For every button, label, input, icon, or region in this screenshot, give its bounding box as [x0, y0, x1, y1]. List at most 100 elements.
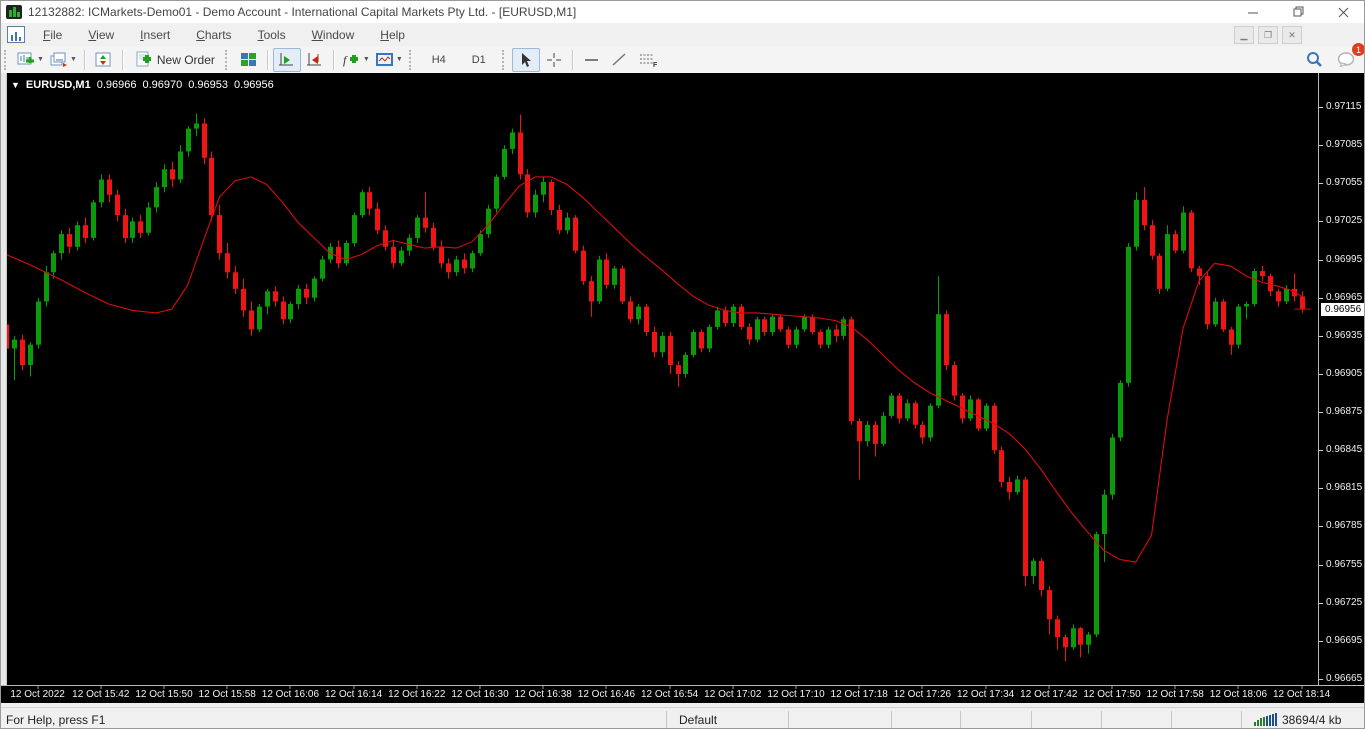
- toolbar-grip[interactable]: [501, 49, 508, 70]
- toolbar-grip[interactable]: [408, 49, 415, 70]
- svg-text:F: F: [653, 62, 658, 68]
- menu-item-tools[interactable]: Tools: [257, 27, 286, 42]
- ohlc-open: 0.96966: [96, 79, 137, 91]
- fibonacci-button[interactable]: F: [634, 48, 662, 72]
- candle-body: [1126, 246, 1131, 383]
- candle-body: [1292, 288, 1297, 297]
- candle-body: [510, 132, 515, 149]
- candle-body: [739, 306, 744, 327]
- time-axis-tick: [605, 686, 607, 689]
- indicators-button[interactable]: f ▼: [339, 48, 373, 72]
- mdi-close-button[interactable]: ✕: [1282, 26, 1302, 44]
- timeframe-button-h4[interactable]: H4: [431, 53, 446, 66]
- title-bar[interactable]: 12132882: ICMarkets-Demo01 - Demo Accoun…: [1, 1, 1364, 24]
- time-axis-label: 12 Oct 16:22: [388, 689, 446, 700]
- time-axis-label: 12 Oct 2022: [10, 689, 65, 700]
- toolbar: ▼ ▼ New Order f ▼: [1, 46, 1364, 74]
- time-axis-label: 12 Oct 17:02: [704, 689, 762, 700]
- chart-expand-icon[interactable]: ▼: [11, 80, 20, 90]
- candle-body: [1173, 234, 1178, 251]
- price-axis-tick: [1319, 107, 1323, 108]
- price-axis-tick: [1319, 373, 1323, 375]
- candle-body: [186, 128, 191, 152]
- menu-item-file[interactable]: File: [43, 27, 63, 42]
- mdi-restore-button[interactable]: ❐: [1258, 26, 1278, 44]
- market-watch-button[interactable]: [90, 48, 118, 72]
- price-axis[interactable]: 0.97115 0.97085 0.97055 0.97025 0.96995 0.969…: [1318, 73, 1364, 685]
- time-axis-tick: [732, 686, 734, 689]
- candle-body: [462, 259, 467, 269]
- chart-shift-button[interactable]: [301, 48, 329, 72]
- mdi-minimize-button[interactable]: ▁: [1234, 26, 1254, 44]
- chart-type-icon: [375, 52, 393, 66]
- candle-body: [589, 281, 594, 302]
- candle-body: [344, 243, 349, 264]
- candle-body: [1039, 560, 1044, 590]
- candle-body: [999, 450, 1004, 482]
- menu-item-view[interactable]: View: [88, 27, 115, 42]
- candle-body: [636, 306, 641, 320]
- time-axis[interactable]: 12 Oct 2022 12 Oct 15:42 12 Oct 15:50 12 Oc…: [1, 685, 1364, 703]
- candle-body: [209, 157, 214, 215]
- candle-body: [810, 316, 815, 332]
- candle-body: [1102, 494, 1107, 535]
- toolbar-grip[interactable]: [4, 49, 10, 70]
- price-axis-label: 0.96695: [1326, 634, 1363, 646]
- price-axis-label: 0.96935: [1326, 329, 1363, 341]
- horizontal-line-button[interactable]: [578, 48, 606, 72]
- candle-body: [1071, 628, 1076, 648]
- notifications-button[interactable]: 1: [1332, 43, 1364, 71]
- status-profile-label: Default: [679, 712, 718, 727]
- cursor-button[interactable]: [511, 47, 540, 72]
- close-button[interactable]: [1321, 1, 1364, 23]
- candle-body: [233, 272, 238, 289]
- trendline-button[interactable]: [606, 48, 634, 72]
- candle-body: [360, 192, 365, 216]
- candle-body: [770, 316, 775, 332]
- menu-item-help[interactable]: Help: [380, 27, 405, 42]
- search-button[interactable]: [1300, 47, 1328, 71]
- price-axis-tick: [1319, 259, 1323, 261]
- chart-type-button[interactable]: ▼: [373, 48, 406, 72]
- candlestick-chart[interactable]: [1, 73, 1318, 685]
- menu-item-charts[interactable]: Charts: [196, 27, 232, 42]
- candle-body: [391, 246, 396, 264]
- cursor-icon: [522, 52, 532, 67]
- time-axis-tick: [1174, 686, 1176, 689]
- crosshair-button[interactable]: [540, 48, 568, 72]
- toolbar-grip[interactable]: [224, 49, 231, 70]
- candle-body: [1078, 628, 1083, 645]
- new-chart-button[interactable]: ▼: [14, 48, 47, 72]
- traffic-label: 38694/4 kb: [1282, 712, 1342, 727]
- candle-body: [897, 395, 902, 419]
- status-profile-cell[interactable]: Default: [666, 711, 788, 728]
- toolbar-separator: [266, 49, 269, 70]
- candle-body: [573, 217, 578, 251]
- candle-body: [67, 234, 72, 247]
- candle-body: [802, 316, 807, 330]
- price-axis-label: 0.96785: [1326, 520, 1363, 532]
- menu-item-insert[interactable]: Insert: [140, 27, 171, 42]
- candle-body: [1221, 301, 1226, 330]
- chart-document-icon[interactable]: [7, 26, 25, 43]
- auto-scroll-button[interactable]: [272, 47, 301, 72]
- tile-windows-button[interactable]: [235, 48, 263, 72]
- candle-body: [130, 221, 135, 238]
- menu-item-window[interactable]: Window: [311, 27, 355, 42]
- timeframe-button-d1[interactable]: D1: [471, 53, 486, 66]
- chevron-down-icon: ▼: [37, 56, 44, 63]
- candle-body: [312, 278, 317, 298]
- restore-button[interactable]: [1276, 1, 1321, 23]
- new-order-button[interactable]: New Order: [128, 48, 222, 72]
- fibonacci-icon: F: [639, 54, 658, 68]
- minimize-button[interactable]: [1231, 1, 1276, 23]
- candle-body: [44, 272, 49, 302]
- candle-body: [612, 268, 617, 285]
- profiles-button[interactable]: ▼: [47, 48, 80, 72]
- time-axis-tick: [37, 686, 39, 689]
- crosshair-icon: [546, 52, 561, 67]
- candle-body: [178, 151, 183, 180]
- time-axis-label: 12 Oct 17:26: [893, 689, 952, 700]
- candle-body: [162, 169, 167, 188]
